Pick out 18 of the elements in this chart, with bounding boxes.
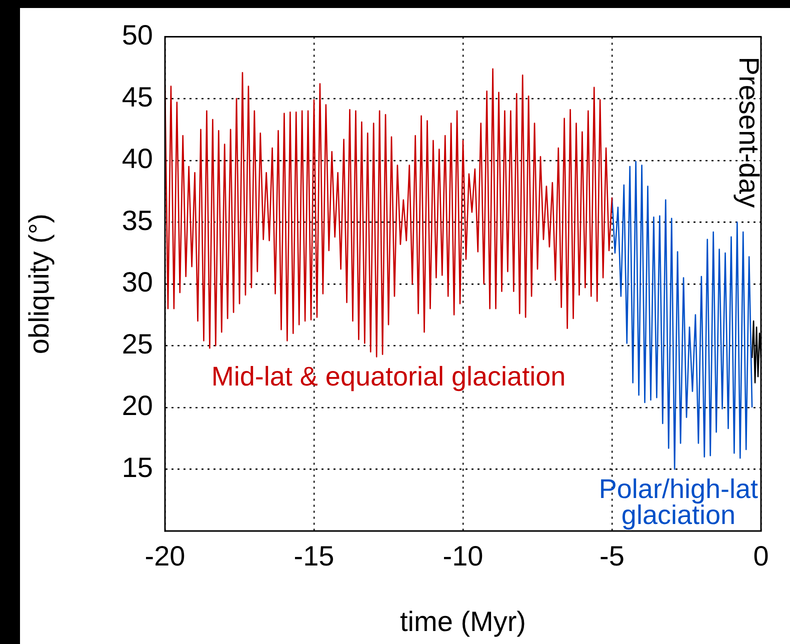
y-tick-label: 45 (122, 81, 153, 112)
y-tick-label: 20 (122, 390, 153, 422)
y-axis-title: obliquity (°) (24, 214, 55, 354)
x-tick-label: -15 (294, 540, 334, 572)
y-tick-label: 40 (122, 143, 153, 174)
y-tick-label: 35 (122, 204, 153, 236)
y-tick-label: 15 (122, 452, 153, 483)
y-tick-label: 25 (122, 328, 153, 360)
x-tick-label: -5 (600, 540, 624, 572)
series-label: Mid-lat & equatorial glaciation (211, 362, 566, 392)
series-label: Polar/high-lat glaciation (598, 474, 758, 530)
x-axis-title: time (Myr) (400, 606, 526, 637)
annotation: Present-day (733, 56, 764, 208)
y-tick-label: 30 (122, 266, 153, 298)
x-tick-label: 0 (753, 540, 769, 572)
y-tick-label: 50 (122, 20, 153, 51)
x-tick-label: -10 (442, 540, 484, 572)
x-tick-label: -20 (144, 540, 186, 572)
